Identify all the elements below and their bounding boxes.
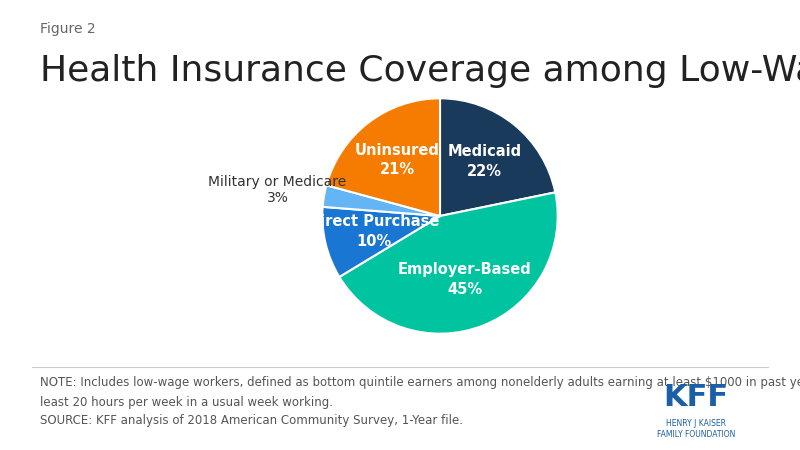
Text: Employer-Based
45%: Employer-Based 45% bbox=[398, 262, 532, 297]
Text: Uninsured
21%: Uninsured 21% bbox=[354, 143, 439, 177]
Text: least 20 hours per week in a usual week working.: least 20 hours per week in a usual week … bbox=[40, 396, 333, 409]
Text: Military or Medicare
3%: Military or Medicare 3% bbox=[209, 175, 346, 205]
Text: NOTE: Includes low-wage workers, defined as bottom quintile earners among noneld: NOTE: Includes low-wage workers, defined… bbox=[40, 376, 800, 389]
Text: Health Insurance Coverage among Low-Wage Workers, 2018: Health Insurance Coverage among Low-Wage… bbox=[40, 54, 800, 88]
Text: Medicaid
22%: Medicaid 22% bbox=[447, 144, 522, 179]
Text: SOURCE: KFF analysis of 2018 American Community Survey, 1-Year file.: SOURCE: KFF analysis of 2018 American Co… bbox=[40, 414, 463, 427]
Text: HENRY J KAISER
FAMILY FOUNDATION: HENRY J KAISER FAMILY FOUNDATION bbox=[657, 418, 735, 439]
Wedge shape bbox=[326, 98, 440, 216]
Text: Direct Purchase
10%: Direct Purchase 10% bbox=[308, 214, 439, 249]
Text: KFF: KFF bbox=[663, 382, 729, 411]
Wedge shape bbox=[322, 207, 440, 277]
Wedge shape bbox=[322, 185, 440, 216]
Text: Figure 2: Figure 2 bbox=[40, 22, 96, 36]
Wedge shape bbox=[339, 192, 558, 334]
Wedge shape bbox=[440, 98, 555, 216]
